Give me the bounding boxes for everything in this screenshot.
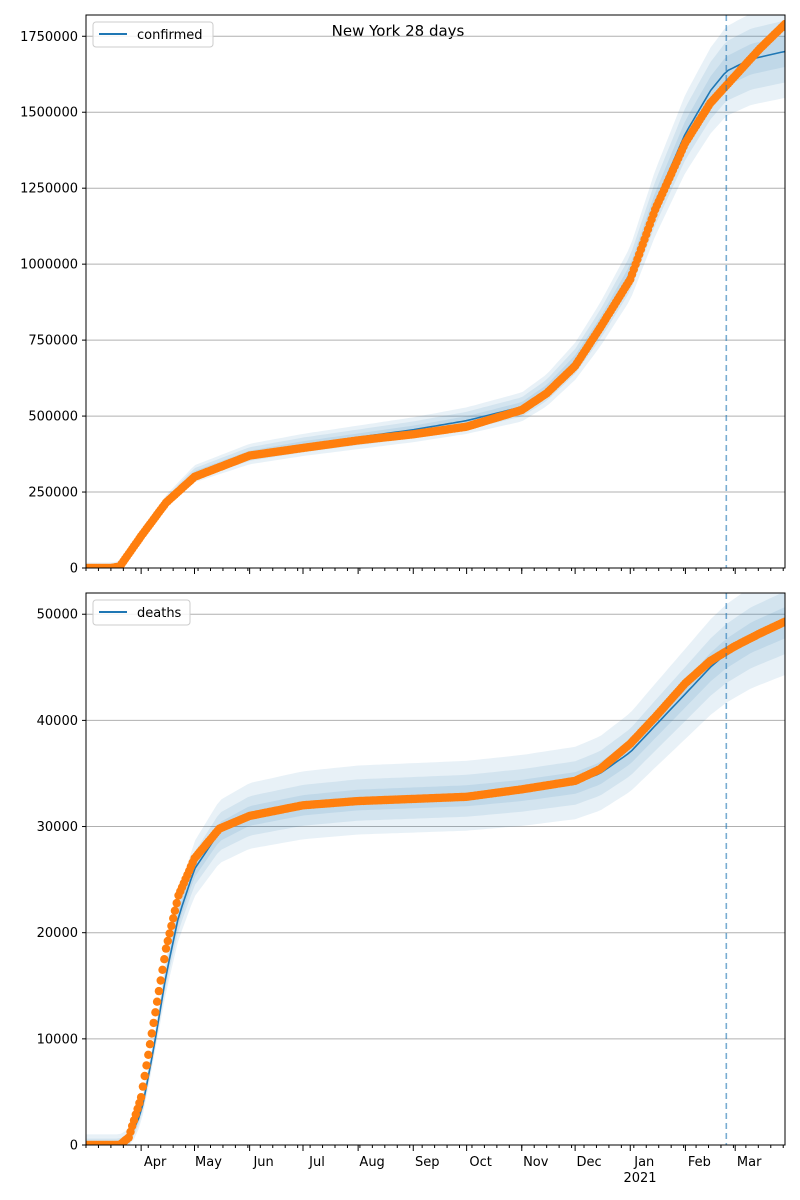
x-tick-label: Feb (688, 1155, 711, 1170)
y-tick-label: 40000 (37, 714, 78, 729)
y-tick-label: 10000 (37, 1032, 78, 1047)
confidence-band (86, 593, 785, 1145)
y-tick-label: 1500000 (20, 106, 78, 121)
y-tick-label: 250000 (28, 486, 78, 501)
observed-point (152, 997, 162, 1006)
observed-point (158, 965, 167, 974)
observed-point (149, 1018, 158, 1028)
x-tick-label: Dec (577, 1155, 602, 1170)
observed-point (161, 944, 171, 953)
y-tick-label: 0 (70, 562, 78, 577)
x-tick-label: Jul (308, 1155, 325, 1170)
x-tick-label: May (195, 1155, 222, 1170)
observed-point (163, 936, 172, 946)
observed-point (145, 1040, 155, 1049)
observed-point (138, 1082, 148, 1091)
observed-point (165, 929, 174, 938)
confidence-band (86, 593, 785, 1145)
legend: confirmed (92, 21, 214, 48)
observed-point (780, 19, 785, 29)
x-tick-label: Jun (252, 1155, 273, 1170)
observed-point (142, 1061, 151, 1070)
y-tick-label: 30000 (37, 820, 78, 835)
axes-frame (85, 14, 786, 569)
observed-point (144, 1050, 153, 1060)
axes-frame (85, 592, 786, 1146)
y-tick-label: 50000 (37, 608, 78, 623)
observed-point (136, 1093, 146, 1102)
y-tick-label: 0 (70, 1139, 78, 1154)
year-label: 2021 (623, 1171, 656, 1186)
observed-point (172, 898, 181, 908)
x-tick-label: Mar (737, 1155, 762, 1170)
x-tick-label: Jan (633, 1155, 654, 1170)
observed-point (140, 1071, 149, 1081)
y-tick-label: 20000 (37, 926, 78, 941)
deaths-panel: 0 10000 20000 30000 40000 50000 Apr May Jun Jul Au… (37, 592, 786, 1170)
confidence-band (86, 20, 785, 568)
observed-point (147, 1029, 156, 1038)
legend-box (92, 599, 191, 626)
observed-point (167, 921, 176, 931)
y-tick-label: 1250000 (20, 182, 78, 197)
y-tick-label: 750000 (28, 334, 78, 349)
observed-point (151, 1008, 160, 1017)
observed-point (170, 906, 180, 915)
observed-point (169, 914, 178, 923)
x-tick-label: Sep (415, 1155, 440, 1170)
x-tick-label: Nov (523, 1155, 549, 1170)
legend: deaths (92, 599, 191, 626)
legend-label: deaths (137, 606, 182, 621)
plot-area (86, 593, 785, 1145)
x-tick-label: Aug (359, 1155, 384, 1170)
observed-point (154, 986, 164, 996)
observed-point (156, 976, 165, 985)
x-tick-label: Oct (469, 1155, 491, 1170)
confirmed-panel: 0 250000 500000 750000 1000000 1250000 1500000… (20, 14, 786, 577)
x-tick-label: Apr (144, 1155, 167, 1170)
y-tick-label: 1750000 (20, 30, 78, 45)
figure-title: New York 28 days (332, 22, 465, 40)
plot-area (86, 15, 785, 568)
observed-point (780, 617, 785, 626)
observed-point (160, 955, 169, 964)
legend-label: confirmed (137, 28, 203, 43)
y-tick-label: 500000 (28, 410, 78, 425)
y-tick-label: 1000000 (20, 258, 78, 273)
legend-box (92, 21, 214, 48)
